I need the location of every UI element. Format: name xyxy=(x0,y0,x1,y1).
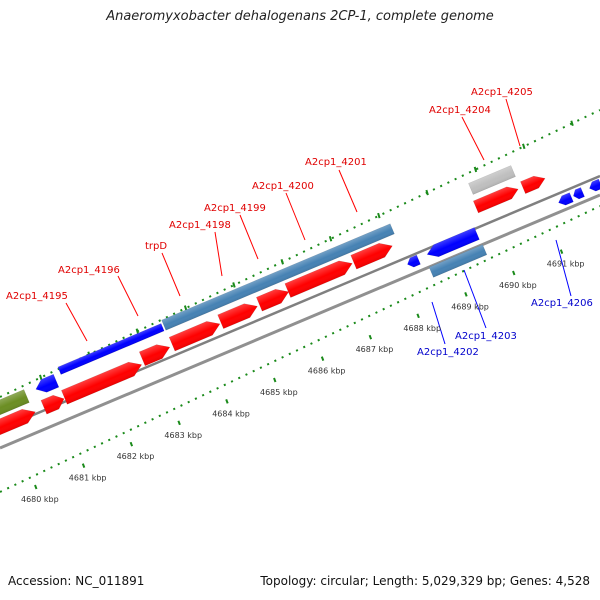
tick-track-inner xyxy=(0,205,600,493)
genes xyxy=(0,165,600,436)
gene-red-10 xyxy=(520,175,546,194)
tick-mark-inner xyxy=(368,334,373,340)
tick-label: 4690 kbp xyxy=(499,281,537,290)
gene-label-a2cp1-4203: A2cp1_4203 xyxy=(455,331,517,342)
tick-mark-inner xyxy=(512,270,516,276)
gene-label-a2cp1-4195: A2cp1_4195 xyxy=(6,291,68,302)
gene-label-a2cp1-4204: A2cp1_4204 xyxy=(429,105,491,116)
cds-bar-blue-1 xyxy=(57,323,165,375)
tick-mark-inner xyxy=(225,399,229,404)
tick-label: 4685 kbp xyxy=(260,388,298,397)
tick-mark-outer xyxy=(39,374,43,381)
tick-mark-outer xyxy=(570,120,574,127)
tick-marks xyxy=(34,120,574,490)
leader-line-forward xyxy=(461,116,485,161)
gene-red-8 xyxy=(350,243,393,270)
tick-mark-inner xyxy=(81,463,86,468)
leader-line-forward xyxy=(65,302,88,342)
tick-mark-inner xyxy=(416,313,420,319)
gene-red-7 xyxy=(284,260,353,298)
tick-label: 4683 kbp xyxy=(164,431,202,440)
label-leaders xyxy=(65,98,572,345)
tick-mark-inner xyxy=(129,441,134,447)
misc-gene-grey xyxy=(468,165,516,195)
map-title: Anaeromyxobacter dehalogenans 2CP-1, com… xyxy=(106,9,494,24)
gene-red-5 xyxy=(217,303,258,330)
gene-blue-2 xyxy=(407,254,421,268)
leader-line-forward xyxy=(239,214,259,260)
tick-label: 4687 kbp xyxy=(356,345,394,354)
tick-labels: 4680 kbp 4681 kbp 4682 kbp 4683 kbp 4684 kbp… xyxy=(21,260,585,504)
tick-label: 4691 kbp xyxy=(547,260,585,269)
tick-mark-outer xyxy=(280,259,284,265)
gene-label-a2cp1-4206: A2cp1_4206 xyxy=(531,298,593,309)
leader-line-forward xyxy=(285,192,306,241)
leader-line-forward xyxy=(214,231,223,277)
leader-line-reverse xyxy=(431,301,446,345)
tick-mark-outer xyxy=(328,235,333,242)
tick-label: 4682 kbp xyxy=(117,452,155,461)
gene-label-a2cp1-4202: A2cp1_4202 xyxy=(417,347,479,358)
gene-red-4 xyxy=(168,321,221,352)
gene-label-a2cp1-4199: A2cp1_4199 xyxy=(204,203,266,214)
tick-label: 4689 kbp xyxy=(451,302,489,311)
tick-label: 4688 kbp xyxy=(403,324,441,333)
backbone-line-lower xyxy=(0,193,600,450)
tick-mark-outer xyxy=(232,282,236,288)
gene-label-a2cp1-4205: A2cp1_4205 xyxy=(471,87,533,98)
tick-mark-outer xyxy=(425,189,429,196)
leader-line-forward xyxy=(338,169,358,213)
gene-red-1 xyxy=(40,394,65,415)
tick-mark-outer xyxy=(183,305,188,311)
gene-red-3 xyxy=(138,344,171,367)
leader-line-forward xyxy=(161,252,181,297)
leader-line-forward xyxy=(117,275,139,317)
leader-line-reverse xyxy=(555,239,572,297)
gene-label-a2cp1-4198: A2cp1_4198 xyxy=(169,220,231,231)
tick-mark-inner xyxy=(34,484,38,490)
gene-blue-1 xyxy=(426,227,480,257)
tick-label: 4681 kbp xyxy=(69,474,107,483)
leader-line-forward xyxy=(505,98,521,147)
gene-label-trpd: trpD xyxy=(145,241,167,252)
cds-bar-lower xyxy=(428,244,488,278)
gene-blue-4 xyxy=(573,187,585,200)
tick-label: 4684 kbp xyxy=(212,409,250,418)
tick-mark-inner xyxy=(320,356,325,361)
cds-bar-blue-2 xyxy=(161,223,395,331)
gene-red-6 xyxy=(256,288,290,312)
gene-red-0 xyxy=(0,409,36,436)
tick-mark-inner xyxy=(464,292,468,297)
tick-mark-inner xyxy=(559,249,564,254)
tick-mark-outer xyxy=(473,166,478,173)
tick-mark-inner xyxy=(273,377,277,383)
gene-label-a2cp1-4201: A2cp1_4201 xyxy=(305,157,367,168)
gene-blue-5 xyxy=(589,178,600,192)
gene-blue-0 xyxy=(35,373,60,393)
gene-label-a2cp1-4200: A2cp1_4200 xyxy=(252,181,314,192)
leader-line-reverse xyxy=(463,269,487,329)
tick-label: 4680 kbp xyxy=(21,495,59,504)
genome-summary-text: Topology: circular; Length: 5,029,329 bp… xyxy=(260,574,590,588)
tick-mark-outer xyxy=(135,328,140,334)
tick-label: 4686 kbp xyxy=(308,367,346,376)
tick-mark-outer xyxy=(377,212,381,219)
gene-red-2 xyxy=(61,361,143,405)
tick-mark-inner xyxy=(177,420,181,426)
gene-red-9 xyxy=(472,186,519,214)
tick-mark-outer xyxy=(522,143,526,150)
accession-text: Accession: NC_011891 xyxy=(8,574,145,588)
gene-label-a2cp1-4196: A2cp1_4196 xyxy=(58,265,120,276)
gene-green-0 xyxy=(0,389,30,417)
gene-blue-3 xyxy=(558,192,574,206)
